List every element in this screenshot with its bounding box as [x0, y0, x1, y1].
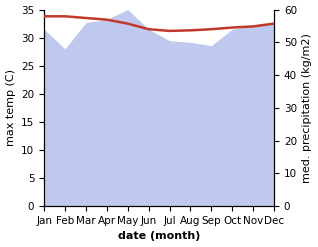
- X-axis label: date (month): date (month): [118, 231, 200, 242]
- Y-axis label: max temp (C): max temp (C): [5, 69, 16, 146]
- Y-axis label: med. precipitation (kg/m2): med. precipitation (kg/m2): [302, 33, 313, 183]
